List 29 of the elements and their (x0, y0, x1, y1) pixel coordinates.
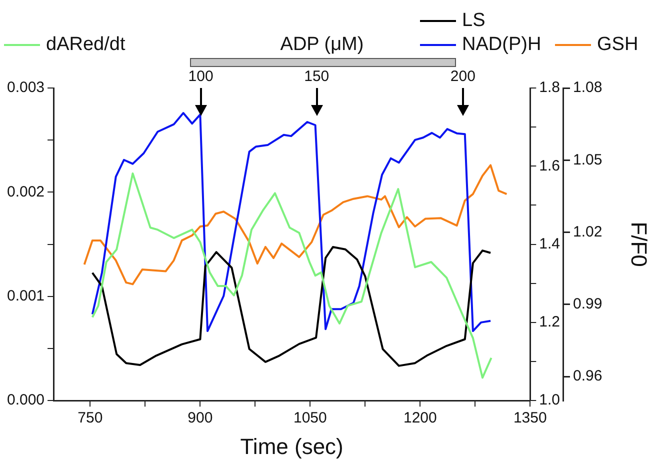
x-tick-label: 1050 (293, 410, 327, 427)
y3-tick-label: 1.05 (573, 151, 602, 168)
text: 150 (304, 68, 330, 85)
y2-tick-label: 1.2 (539, 314, 560, 331)
y3-tick-label: 1.02 (573, 223, 602, 240)
y-tick-label: 0.002 (6, 183, 45, 200)
y2-tick-label: 1.6 (539, 157, 560, 174)
y3-tick-label: 0.96 (573, 368, 602, 385)
y-tick-label: 0.001 (6, 288, 45, 305)
text: 200 (450, 68, 476, 85)
text: ADP (μM) (280, 34, 364, 56)
y3-tick-label: 1.08 (573, 79, 602, 96)
y3-axis-title: F/F0 (626, 222, 652, 267)
x-tick-label: 750 (78, 410, 103, 427)
legend-label: NAD(P)H (462, 34, 542, 56)
y-tick-label: 0.003 (6, 79, 45, 96)
y2-tick-label: 1.8 (539, 79, 560, 96)
x-tick-label: 1200 (403, 410, 437, 427)
y2-tick-label: 1.4 (539, 235, 560, 252)
x-tick-label: 1350 (513, 410, 547, 427)
legend-label: GSH (597, 34, 638, 56)
y3-tick-label: 0.99 (573, 296, 602, 313)
x-axis-title: Time (sec) (240, 434, 344, 459)
text: 100 (188, 68, 214, 85)
y2-tick-label: 1.0 (539, 392, 560, 409)
x-tick-label: 900 (188, 410, 213, 427)
y-tick-label: 0.000 (6, 392, 45, 409)
legend-label: dARed/dt (46, 34, 126, 56)
legend-label: LS (462, 10, 486, 32)
